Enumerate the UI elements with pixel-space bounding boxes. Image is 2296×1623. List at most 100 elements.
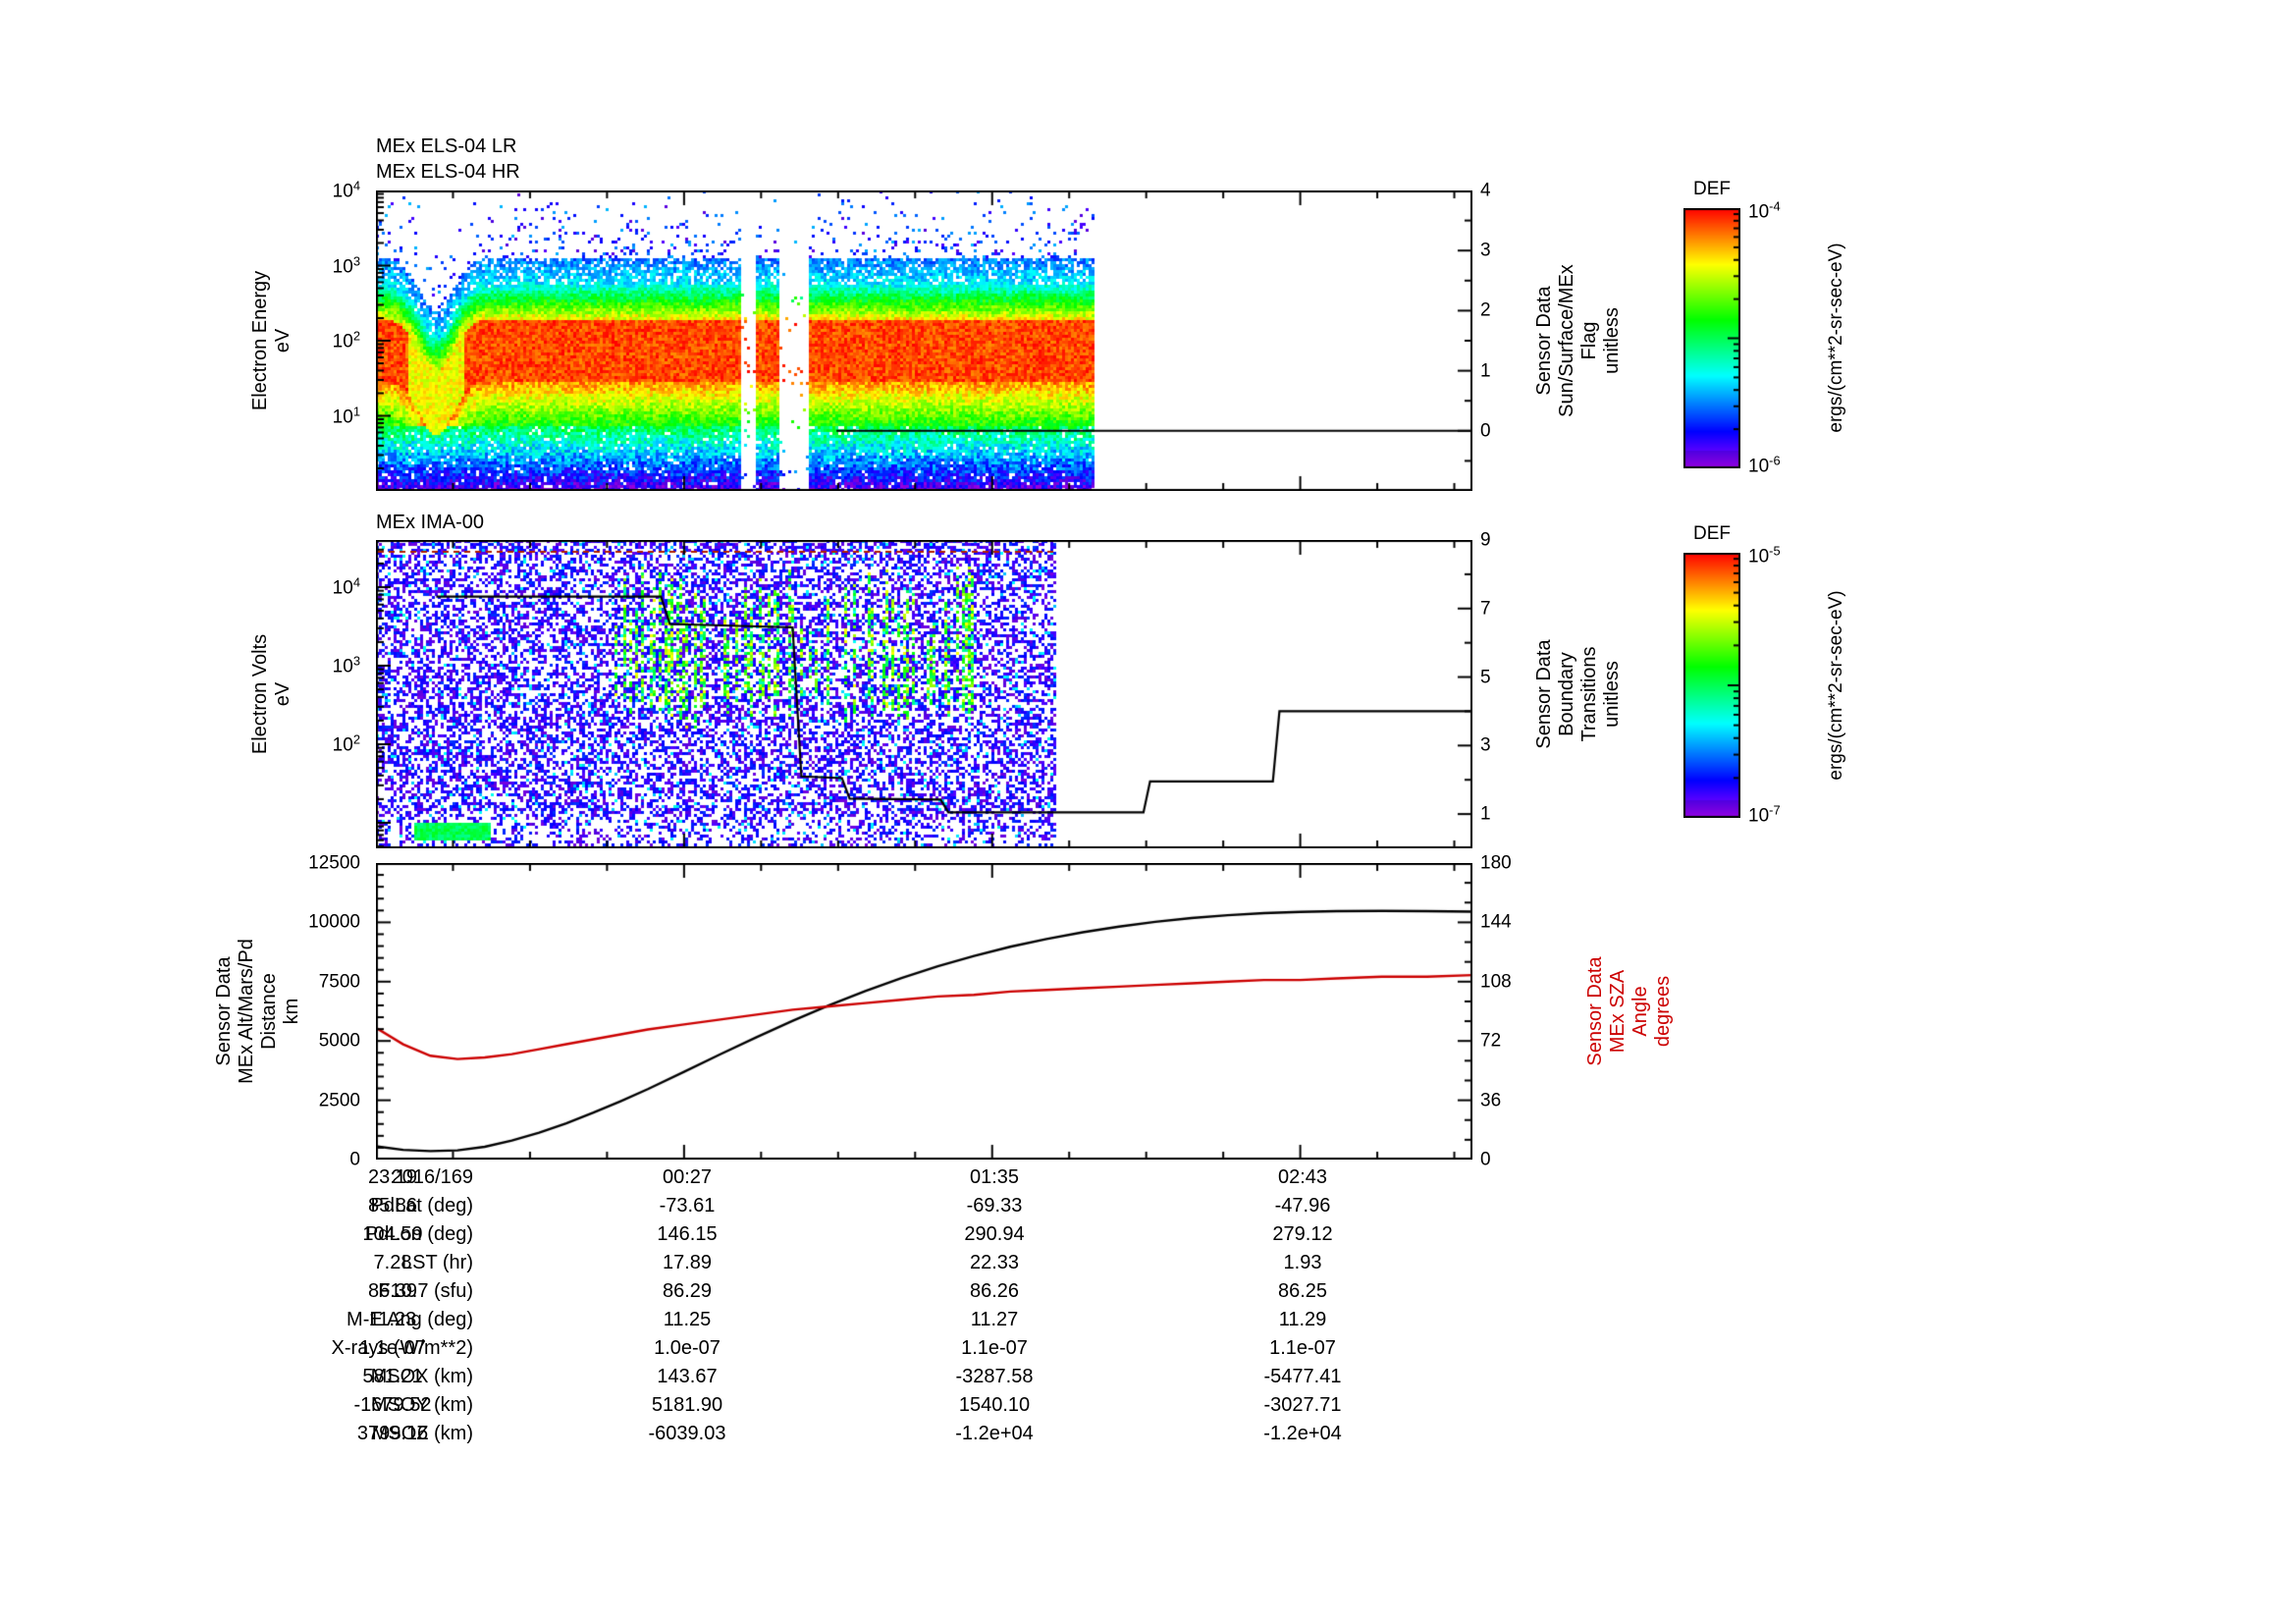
table-cell: 5181.90 (651, 1394, 723, 1416)
els-flag-tick-label: 0 (1480, 420, 1491, 442)
table-row-label: PdLon (deg) (364, 1223, 473, 1245)
els-ytick-label: 102 (332, 328, 360, 352)
table-cell: 11.23 (368, 1309, 417, 1330)
table-cell: 11.25 (663, 1309, 712, 1330)
time-axis-label: 02:43 (1277, 1166, 1328, 1188)
altitude-ylabel: Sensor Data MEx Alt/Mars/Pd Distance km (213, 939, 302, 1084)
sza-tick-label: 0 (1480, 1149, 1491, 1170)
table-row-label: MSOX (km) (370, 1366, 473, 1387)
table-cell: 7.28 (373, 1252, 412, 1273)
table-cell: 11.29 (1278, 1309, 1327, 1330)
els-flag-tick-label: 2 (1480, 299, 1491, 321)
els-title-hr: MEx ELS-04 HR (376, 161, 520, 183)
table-cell: 85.86 (367, 1195, 418, 1217)
ima-ytick-label: 102 (332, 731, 360, 756)
altitude-sza-canvas (376, 863, 1472, 1160)
table-cell: -1.2e+04 (1263, 1423, 1342, 1444)
sza-tick-label: 180 (1480, 852, 1512, 874)
els-colorbar-title: DEF (1693, 179, 1731, 199)
table-cell: -6039.03 (648, 1423, 726, 1444)
table-row-label: LST (hr) (401, 1252, 473, 1273)
distance-tick-label: 5000 (318, 1030, 360, 1052)
ima-colorbar-title: DEF (1693, 523, 1731, 544)
table-cell: 290.94 (964, 1223, 1025, 1245)
table-cell: 86.26 (969, 1280, 1020, 1302)
sza-tick-label: 36 (1480, 1090, 1502, 1111)
els-flag-tick-label: 4 (1480, 180, 1491, 201)
table-cell: 86.39 (367, 1280, 418, 1302)
time-axis-label: 23:19 (367, 1166, 418, 1188)
table-cell: 581.21 (362, 1366, 423, 1387)
table-cell: -73.61 (659, 1195, 716, 1217)
els-right-axis-label: Sensor Data Sun/Surface/MEx Flag unitles… (1533, 264, 1623, 417)
distance-tick-label: 7500 (318, 971, 360, 993)
ima-boundary-tick-label: 1 (1480, 803, 1491, 825)
table-row-label: 2016/169 (391, 1166, 473, 1188)
ima-boundary-tick-label: 3 (1480, 734, 1491, 756)
ima-right-axis-label: Sensor Data Boundary Transitions unitles… (1533, 639, 1623, 749)
time-axis-label: 00:27 (662, 1166, 713, 1188)
table-cell: -69.33 (966, 1195, 1023, 1217)
sza-right-axis-label: Sensor Data MEx SZA Angle degrees (1584, 956, 1674, 1066)
colorbar-max-label: 10-4 (1748, 198, 1781, 223)
table-cell: 1.0e-07 (654, 1337, 721, 1359)
els-ytick-label: 103 (332, 252, 360, 278)
els-ytick-label: 104 (332, 178, 360, 202)
ima-boundary-tick-label: 7 (1480, 598, 1491, 620)
colorbar-min-label: 10-6 (1748, 453, 1781, 477)
table-row-label: M-E Ang (deg) (347, 1309, 473, 1330)
els-colorbar-units: ergs/(cm**2-sr-sec-eV) (1826, 243, 1847, 433)
table-cell: 17.89 (662, 1252, 713, 1273)
table-cell: 104.59 (362, 1223, 423, 1245)
table-cell: 146.15 (657, 1223, 718, 1245)
table-cell: 279.12 (1272, 1223, 1333, 1245)
time-axis-label: 01:35 (969, 1166, 1020, 1188)
ima-ytick-label: 104 (332, 574, 360, 599)
distance-tick-label: 2500 (318, 1090, 360, 1111)
table-row-label: PdLat (deg) (370, 1195, 473, 1217)
table-row-label: MSOY (km) (370, 1394, 473, 1416)
table-cell: 86.25 (1277, 1280, 1328, 1302)
table-cell: 1.1e-07 (1269, 1337, 1336, 1359)
table-cell: -47.96 (1274, 1195, 1331, 1217)
els-title-lr: MEx ELS-04 LR (376, 135, 517, 157)
table-cell: 1540.10 (958, 1394, 1031, 1416)
table-cell: -3287.58 (955, 1366, 1034, 1387)
els-spectrogram-canvas (376, 190, 1472, 491)
ima-boundary-tick-label: 9 (1480, 529, 1491, 551)
ima-colorbar (1683, 553, 1740, 818)
table-cell: 22.33 (969, 1252, 1020, 1273)
els-ytick-label: 101 (332, 403, 360, 428)
colorbar-min-label: 10-7 (1748, 802, 1781, 827)
distance-tick-label: 0 (349, 1149, 360, 1170)
colorbar-max-label: 10-5 (1748, 543, 1781, 568)
ima-colorbar-units: ergs/(cm**2-sr-sec-eV) (1826, 590, 1847, 781)
els-flag-tick-label: 1 (1480, 360, 1491, 382)
table-cell: -3027.71 (1263, 1394, 1342, 1416)
distance-tick-label: 10000 (308, 911, 360, 933)
table-cell: -5477.41 (1263, 1366, 1342, 1387)
ima-ytick-label: 103 (332, 653, 360, 677)
table-row-label: X-rays (W/m**2) (331, 1337, 473, 1359)
ima-spectrogram-canvas (376, 540, 1472, 848)
table-cell: 3799.16 (356, 1423, 429, 1444)
table-cell: 1.1e-07 (961, 1337, 1028, 1359)
els-flag-tick-label: 3 (1480, 240, 1491, 261)
table-row-label: F10.7 (sfu) (378, 1280, 473, 1302)
table-cell: 1.93 (1283, 1252, 1322, 1273)
table-row-label: MSOZ (km) (371, 1423, 473, 1444)
els-colorbar (1683, 208, 1740, 468)
table-cell: -1679.52 (353, 1394, 432, 1416)
ima-boundary-tick-label: 5 (1480, 667, 1491, 688)
table-cell: 1.1e-07 (359, 1337, 426, 1359)
sza-tick-label: 108 (1480, 971, 1512, 993)
distance-tick-label: 12500 (308, 852, 360, 874)
table-cell: 11.27 (970, 1309, 1019, 1330)
sza-tick-label: 72 (1480, 1030, 1502, 1052)
table-cell: -1.2e+04 (955, 1423, 1034, 1444)
table-cell: 86.29 (662, 1280, 713, 1302)
ima-title: MEx IMA-00 (376, 512, 485, 533)
sza-tick-label: 144 (1480, 911, 1512, 933)
table-cell: 143.67 (657, 1366, 718, 1387)
